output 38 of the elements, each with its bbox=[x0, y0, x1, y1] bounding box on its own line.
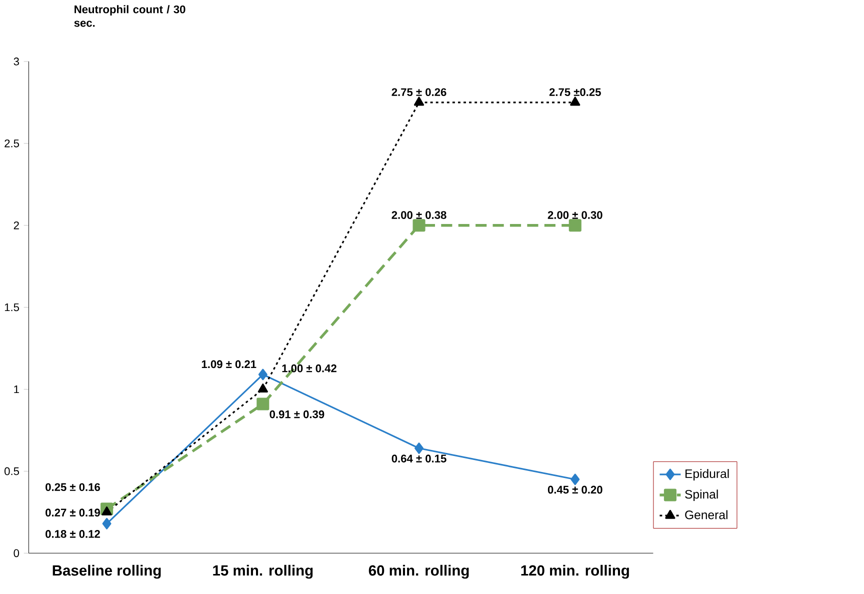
data-label: 0.45 ± 0.20 bbox=[548, 486, 602, 494]
x-tick-label: 120 min. rolling bbox=[521, 565, 629, 579]
data-label: 2.75 ±0.25 bbox=[549, 88, 601, 96]
data-label: 2.00 ± 0.30 bbox=[548, 211, 602, 220]
point bbox=[414, 96, 424, 106]
legend-label: Epidural bbox=[686, 469, 729, 481]
point bbox=[570, 474, 580, 486]
x-tick-label: 60 min. rolling bbox=[368, 565, 469, 579]
data-label: 2.00 ± 0.38 bbox=[392, 211, 446, 220]
data-label: 1.00 ± 0.42 bbox=[282, 364, 336, 372]
data-label: 0.27 ± 0.19 bbox=[46, 508, 100, 517]
legend-label: General bbox=[685, 510, 728, 520]
point bbox=[570, 96, 580, 106]
y-axis-title: Neutrophil count / 30 sec. bbox=[74, 5, 186, 27]
point bbox=[256, 398, 270, 410]
data-label: 2.75 ± 0.26 bbox=[392, 88, 446, 96]
point bbox=[568, 219, 582, 232]
data-label: 0.18 ± 0.12 bbox=[46, 530, 100, 538]
y-tick-label: 2.5 bbox=[4, 140, 20, 148]
data-label: 0.64 ± 0.15 bbox=[392, 454, 446, 463]
data-label: 0.91 ± 0.39 bbox=[270, 410, 324, 418]
y-tick-label: 2 bbox=[14, 222, 19, 230]
point bbox=[414, 442, 424, 454]
legend-label: Spinal bbox=[685, 490, 718, 502]
data-label: 0.25 ± 0.16 bbox=[46, 483, 100, 492]
point bbox=[412, 219, 426, 232]
x-tick-label: Baseline rolling bbox=[52, 565, 161, 579]
point bbox=[102, 506, 112, 516]
x-tick-label: 15 min. rolling bbox=[213, 565, 313, 579]
y-tick-label: 1.5 bbox=[4, 304, 20, 312]
y-tick-label: 1 bbox=[14, 386, 19, 394]
y-tick-label: 3 bbox=[14, 58, 19, 66]
point bbox=[102, 518, 112, 530]
point bbox=[258, 384, 268, 393]
y-tick-label: 0 bbox=[14, 549, 20, 558]
point bbox=[258, 368, 268, 380]
data-label: 1.09 ± 0.21 bbox=[202, 360, 256, 368]
y-tick-label: 0.5 bbox=[4, 467, 20, 476]
